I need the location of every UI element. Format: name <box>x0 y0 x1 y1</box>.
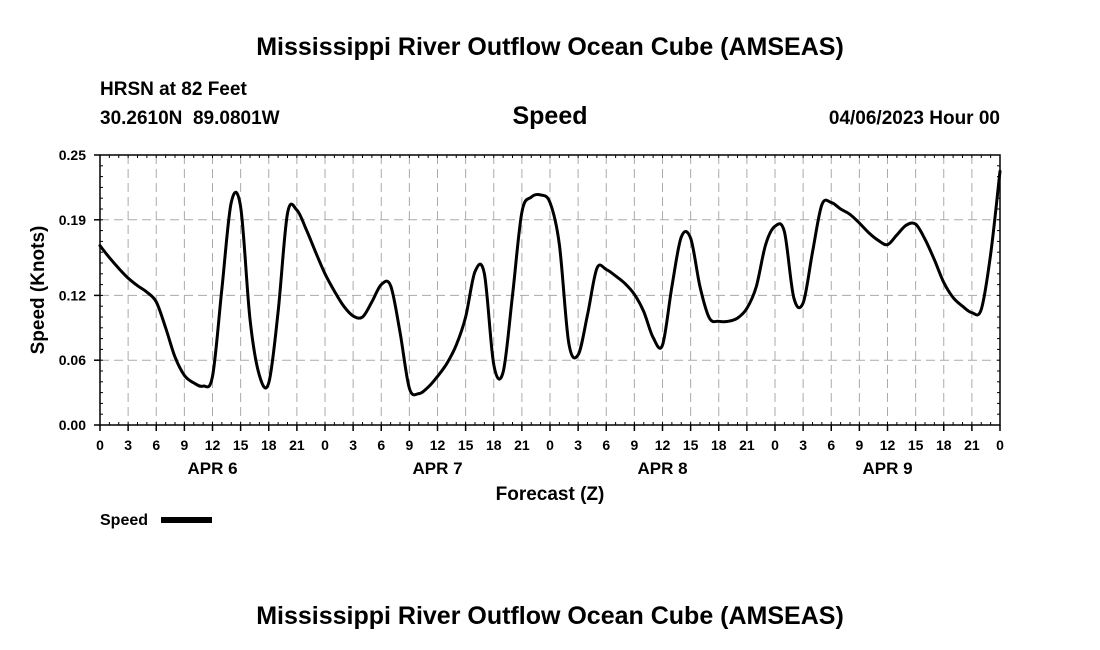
x-tick-label: 15 <box>683 437 699 453</box>
x-tick-label: 9 <box>855 437 863 453</box>
day-labels: APR 6 APR 7 APR 8 APR 9 <box>187 459 912 478</box>
x-tick-label: 15 <box>908 437 924 453</box>
chart-title: Mississippi River Outflow Ocean Cube (AM… <box>256 33 844 61</box>
x-tick-label: 9 <box>180 437 188 453</box>
x-tick-label: 3 <box>799 437 807 453</box>
x-tick-label: 0 <box>996 437 1004 453</box>
legend-label: Speed <box>100 512 148 529</box>
x-tick-label: 9 <box>630 437 638 453</box>
x-axis-title: Forecast (Z) <box>496 484 605 505</box>
x-tick-label: 0 <box>96 437 104 453</box>
series-line-speed <box>98 169 1002 397</box>
x-tick-label: 3 <box>124 437 132 453</box>
x-tick-label: 18 <box>711 437 727 453</box>
y-tick-label: 0.06 <box>59 352 86 368</box>
x-tick-label: 12 <box>205 437 221 453</box>
x-tick-label: 6 <box>602 437 610 453</box>
series-lines <box>98 169 1002 397</box>
x-axis: 0 3 6 9 12 15 18 21 0 3 6 9 12 15 18 21 0 3 6 9 12 15 18 21 0 3 6 9… <box>96 425 1004 453</box>
grid-lines <box>100 155 1000 425</box>
x-tick-label: 6 <box>152 437 160 453</box>
parameter-label: Speed <box>512 102 587 130</box>
legend-swatch <box>161 517 212 523</box>
datetime-label: 04/06/2023 Hour 00 <box>829 108 1000 129</box>
day-label: APR 8 <box>637 459 687 478</box>
x-tick-label: 12 <box>655 437 671 453</box>
x-tick-label: 6 <box>377 437 385 453</box>
x-tick-label: 9 <box>405 437 413 453</box>
x-tick-label: 6 <box>827 437 835 453</box>
coordinates-label: 30.2610N 89.0801W <box>100 108 280 129</box>
x-tick-label: 21 <box>739 437 755 453</box>
x-tick-label: 3 <box>349 437 357 453</box>
x-tick-label: 15 <box>458 437 474 453</box>
x-tick-label: 12 <box>880 437 896 453</box>
y-tick-label: 0.25 <box>59 147 86 163</box>
x-tick-label: 18 <box>936 437 952 453</box>
y-tick-label: 0.12 <box>59 287 86 303</box>
x-tick-label: 18 <box>261 437 277 453</box>
x-tick-label: 18 <box>486 437 502 453</box>
y-axis: 0.00 0.06 0.12 0.19 0.25 <box>59 147 100 433</box>
day-label: APR 7 <box>412 459 462 478</box>
footer-title: Mississippi River Outflow Ocean Cube (AM… <box>256 602 844 630</box>
x-tick-label: 0 <box>546 437 554 453</box>
y-tick-label: 0.00 <box>59 417 86 433</box>
day-label: APR 9 <box>862 459 912 478</box>
day-label: APR 6 <box>187 459 237 478</box>
y-tick-label: 0.19 <box>59 212 86 228</box>
x-tick-label: 12 <box>430 437 446 453</box>
x-tick-label: 21 <box>964 437 980 453</box>
x-tick-label: 21 <box>514 437 530 453</box>
x-tick-label: 3 <box>574 437 582 453</box>
station-label: HRSN at 82 Feet <box>100 79 247 100</box>
x-tick-label: 21 <box>289 437 305 453</box>
y-axis-title: Speed (Knots) <box>28 226 49 355</box>
x-tick-label: 0 <box>771 437 779 453</box>
x-tick-label: 0 <box>321 437 329 453</box>
x-tick-label: 15 <box>233 437 249 453</box>
legend: Speed <box>100 512 212 529</box>
